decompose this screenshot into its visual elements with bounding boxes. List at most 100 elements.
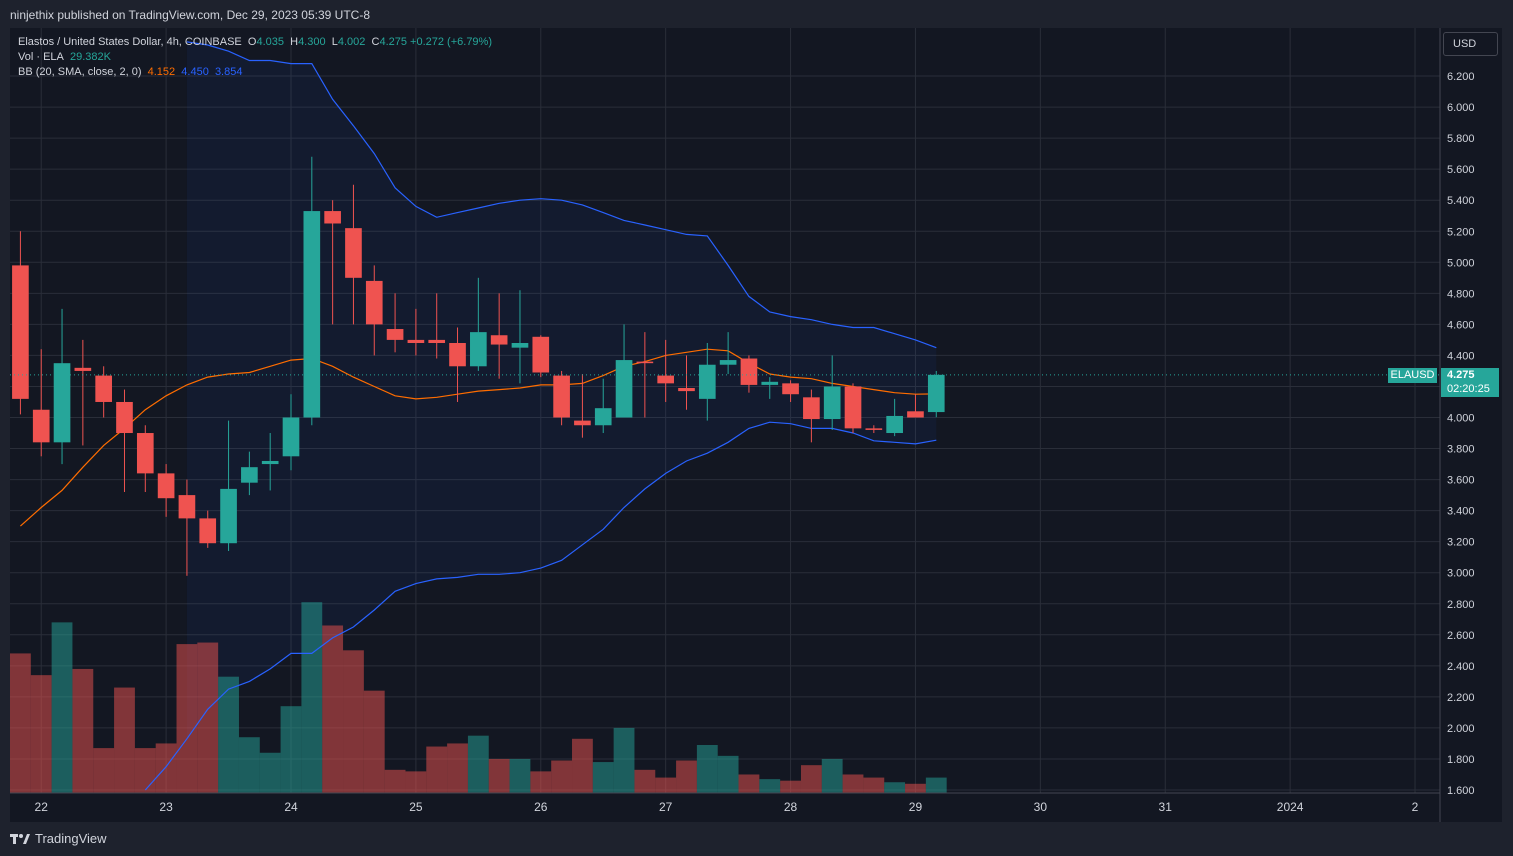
price-tick-label: 2.200 xyxy=(1447,692,1475,704)
volume-bar xyxy=(884,782,906,793)
volume-bar xyxy=(155,743,177,793)
volume-bar xyxy=(93,748,115,793)
candle-body xyxy=(782,383,799,395)
price-tick-label: 2.400 xyxy=(1447,661,1475,673)
price-axis[interactable]: 6.200 6.000 5.800 5.600 5.400 5.200 5.000 4.800… xyxy=(1439,28,1475,822)
legend-bb-lower: 3.854 xyxy=(214,66,243,78)
volume-bar xyxy=(322,625,344,793)
candle-body xyxy=(698,364,716,399)
time-tick-label: 29 xyxy=(909,800,923,814)
publish-line: ninjethix published on TradingView.com, … xyxy=(10,8,370,22)
price-tick-label: 2.600 xyxy=(1447,630,1475,642)
volume-bar xyxy=(134,748,156,793)
volume-bar xyxy=(676,760,697,793)
chart-legend: Elastos / United States Dollar, 4h, COIN… xyxy=(18,35,492,80)
volume-bar xyxy=(176,644,198,793)
price-tick-label: 3.800 xyxy=(1447,444,1475,456)
candle-body xyxy=(740,358,758,385)
candle-body xyxy=(823,386,841,420)
currency-button[interactable]: USD xyxy=(1443,32,1498,56)
candle-body xyxy=(261,460,279,465)
candle-body xyxy=(12,265,29,399)
time-axis[interactable]: 22 23 24 25 26 27 28 29 30 31 2024 2 xyxy=(10,792,1440,814)
volume-bar xyxy=(488,758,510,793)
volume-bar xyxy=(343,650,364,793)
price-tick-label: 2.800 xyxy=(1447,599,1475,611)
legend-high: 4.300 xyxy=(298,36,326,48)
legend-bb-label[interactable]: BB (20, SMA, close, 2, 0) xyxy=(18,66,142,78)
volume-bar xyxy=(738,774,760,793)
legend-symbol[interactable]: Elastos / United States Dollar, 4h, COIN… xyxy=(18,36,242,48)
candle-body xyxy=(553,375,570,418)
legend-bb-upper: 4.450 xyxy=(181,66,209,78)
volume-bar xyxy=(551,760,573,793)
legend-bb-basis: 4.152 xyxy=(147,66,176,78)
bollinger-upper-line xyxy=(186,41,937,349)
volume-bar xyxy=(634,769,656,793)
candle-body xyxy=(657,375,675,384)
volume-bar xyxy=(447,743,468,793)
price-tick-label: 4.000 xyxy=(1447,413,1475,425)
legend-volume-label[interactable]: Vol · ELA xyxy=(18,51,64,63)
volume-bar xyxy=(384,769,406,793)
price-tick-label: 6.000 xyxy=(1447,102,1475,114)
candle-body xyxy=(157,473,175,499)
candle-body xyxy=(532,336,550,373)
time-tick-label: 25 xyxy=(409,800,423,814)
volume-bar xyxy=(51,622,73,793)
legend-change: +0.272 (+6.79%) xyxy=(410,36,492,48)
price-tick-label: 5.400 xyxy=(1447,195,1475,207)
tradingview-brand[interactable]: TradingView xyxy=(10,831,107,846)
candle-body xyxy=(53,363,71,443)
last-price-tag: 4.275 02:20:25 xyxy=(1441,368,1499,397)
candle-body xyxy=(74,367,92,371)
candle-body xyxy=(490,335,508,345)
volume-bar xyxy=(72,668,94,793)
candle-body xyxy=(199,518,217,544)
volume-bar xyxy=(10,653,31,793)
price-tick-label: 3.200 xyxy=(1447,537,1475,549)
time-tick-label: 30 xyxy=(1034,800,1048,814)
volume-bar xyxy=(280,706,302,793)
grid xyxy=(10,28,1440,793)
legend-close: 4.275 xyxy=(379,36,407,48)
candle-body xyxy=(428,339,446,343)
volume-bar xyxy=(821,758,843,793)
volume-bar xyxy=(717,755,739,793)
price-tick-label: 5.000 xyxy=(1447,257,1475,269)
volume-bar xyxy=(842,774,864,793)
volume-bar xyxy=(509,758,531,793)
bollinger-lines xyxy=(20,41,937,791)
last-price-value: 4.275 xyxy=(1447,369,1475,381)
volume-bar xyxy=(925,777,947,793)
legend-volume-row: Vol · ELA 29.382K xyxy=(18,50,492,65)
candle-body xyxy=(636,361,654,364)
candle-body xyxy=(719,360,737,365)
chart-frame[interactable] xyxy=(10,28,1502,822)
price-tick-label: 1.800 xyxy=(1447,754,1475,766)
legend-c-label: C xyxy=(371,36,380,48)
candle-body xyxy=(116,401,133,434)
footer: TradingView xyxy=(0,822,1513,856)
price-tick-label: 6.200 xyxy=(1447,71,1475,83)
price-tick-label: 2.000 xyxy=(1447,723,1475,735)
volume-bars xyxy=(10,602,947,793)
legend-open: 4.035 xyxy=(256,36,284,48)
candle-body xyxy=(927,374,945,413)
volume-bar xyxy=(218,676,239,793)
candle-body xyxy=(282,417,300,457)
candles[interactable] xyxy=(10,156,1440,576)
candle-body xyxy=(470,332,487,367)
volume-bar xyxy=(613,727,635,793)
candle-body xyxy=(511,343,529,348)
volume-bar xyxy=(30,675,52,793)
candle-body xyxy=(345,228,362,278)
candle-body xyxy=(32,409,50,443)
tradingview-logo-icon xyxy=(10,833,30,844)
price-tick-label: 4.800 xyxy=(1447,288,1475,300)
candle-body xyxy=(324,211,341,224)
volume-bar xyxy=(655,777,677,793)
candle-body xyxy=(241,467,258,483)
volume-bar xyxy=(114,687,135,793)
